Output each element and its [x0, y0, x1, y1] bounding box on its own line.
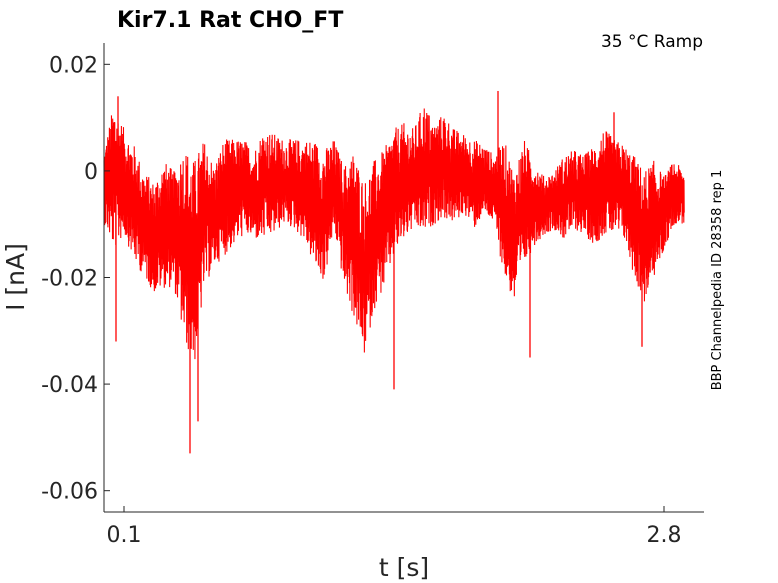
y-tick-label: -0.02: [41, 267, 98, 292]
axes: 0.02 0 -0.02 -0.04 -0.06 0.1 2.8: [41, 43, 704, 548]
y-tick-label: 0: [84, 160, 98, 185]
side-label: BBP Channelpedia ID 28358 rep 1: [710, 170, 725, 391]
y-tick-label: 0.02: [49, 53, 98, 78]
y-tick-label: -0.06: [41, 480, 98, 505]
chart-annotation: 35 °C Ramp: [601, 32, 703, 52]
x-tick-label: 2.8: [647, 523, 682, 548]
chart-title: Kir7.1 Rat CHO_FT: [117, 8, 343, 33]
y-tick-label: -0.04: [41, 373, 98, 398]
series-trace: [103, 108, 685, 360]
y-axis-label: I [nA]: [1, 243, 30, 311]
x-axis-label: t [s]: [379, 553, 429, 582]
plot-area: [103, 90, 685, 454]
x-tick-label: 0.1: [107, 523, 142, 548]
